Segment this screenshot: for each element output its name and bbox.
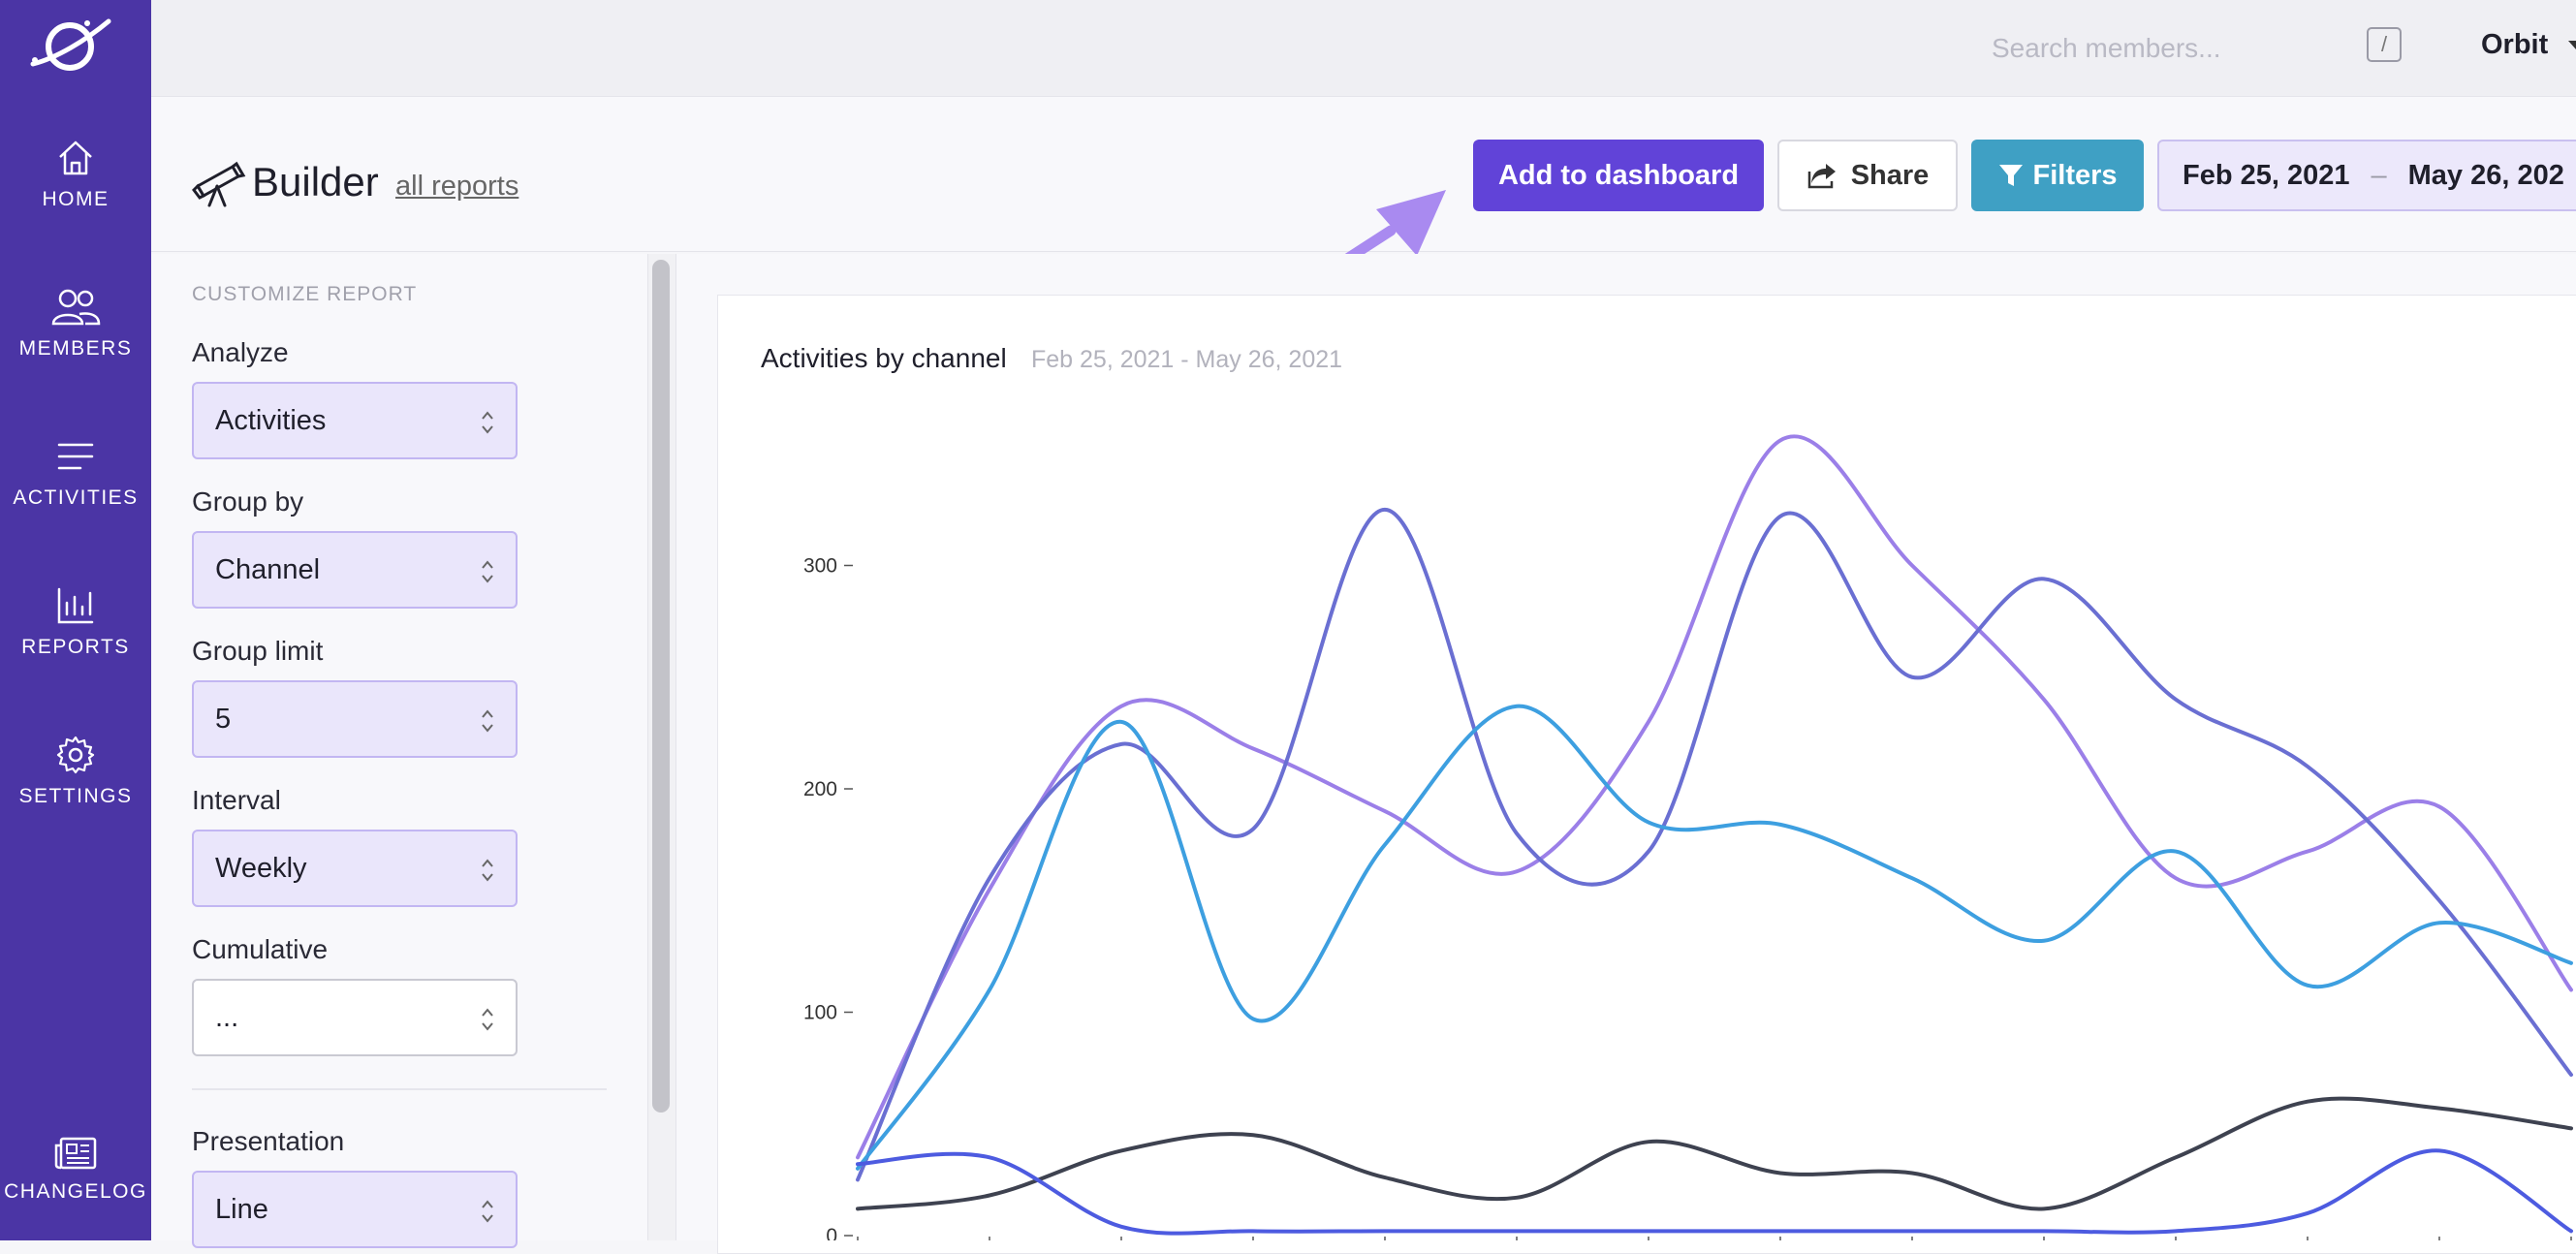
series-line-5[interactable] xyxy=(856,1148,2573,1236)
panel-divider xyxy=(192,1088,607,1090)
select-arrows-icon xyxy=(482,1008,493,1031)
search-shortcut-badge: / xyxy=(2367,27,2402,62)
filters-label: Filters xyxy=(2032,159,2118,191)
y-tick-label: 0 xyxy=(826,1225,837,1240)
nav-item-changelog[interactable]: CHANGELOG xyxy=(0,1136,151,1204)
interval-select[interactable]: Weekly xyxy=(192,830,518,907)
nav-item-members[interactable]: MEMBERS xyxy=(0,287,151,361)
nav-label: SETTINGS xyxy=(18,785,133,807)
nav-label: CHANGELOG xyxy=(4,1180,147,1203)
reports-icon xyxy=(57,587,94,624)
chart-subtitle: Feb 25, 2021 - May 26, 2021 xyxy=(1031,346,1343,373)
share-button[interactable]: Share xyxy=(1777,140,1958,211)
select-arrows-icon xyxy=(482,859,493,882)
group-by-select[interactable]: Channel xyxy=(192,531,518,609)
group-limit-select[interactable]: 5 xyxy=(192,680,518,758)
nav-item-settings[interactable]: SETTINGS xyxy=(0,735,151,808)
select-arrows-icon xyxy=(482,560,493,583)
cumulative-select[interactable]: ... xyxy=(192,979,518,1056)
nav-item-home[interactable]: HOME xyxy=(0,138,151,211)
group-by-value: Channel xyxy=(215,553,321,585)
interval-value: Weekly xyxy=(215,852,307,884)
cumulative-label: Cumulative xyxy=(192,934,329,964)
newspaper-icon xyxy=(54,1137,97,1170)
sidebar: HOME MEMBERS ACTIVITIES REPORTS SETTINGS xyxy=(0,0,151,1240)
nav-label: ACTIVITIES xyxy=(13,486,139,509)
series-line-1[interactable] xyxy=(856,434,2573,1160)
orbit-logo-icon[interactable] xyxy=(27,14,114,81)
analyze-label: Analyze xyxy=(192,337,289,367)
share-label: Share xyxy=(1850,159,1930,191)
all-reports-link[interactable]: all reports xyxy=(395,171,519,202)
share-icon xyxy=(1807,164,1836,189)
gear-icon xyxy=(56,736,95,774)
chart-card xyxy=(717,295,2576,1254)
group-by-label: Group by xyxy=(192,486,304,517)
line-chart: 0 100 200 300 xyxy=(803,434,2573,1240)
date-start: Feb 25, 2021 xyxy=(2183,159,2350,191)
group-limit-value: 5 xyxy=(215,703,232,735)
series-line-2[interactable] xyxy=(856,507,2573,1182)
group-limit-label: Group limit xyxy=(192,636,324,666)
series-line-4[interactable] xyxy=(856,1096,2573,1211)
series-line-3[interactable] xyxy=(856,704,2573,1171)
chevron-down-icon[interactable] xyxy=(2568,41,2576,49)
analyze-select[interactable]: Activities xyxy=(192,382,518,459)
chart-title: Activities by channel xyxy=(761,343,1007,373)
members-icon xyxy=(51,289,101,326)
telescope-icon xyxy=(192,161,246,207)
y-tick-label: 300 xyxy=(803,555,837,578)
select-arrows-icon xyxy=(482,709,493,733)
filters-button[interactable]: Filters xyxy=(1971,140,2144,211)
presentation-label: Presentation xyxy=(192,1126,345,1156)
nav-label: MEMBERS xyxy=(18,337,133,360)
date-separator: – xyxy=(2371,159,2387,191)
presentation-select[interactable]: Line xyxy=(192,1171,518,1248)
analyze-value: Activities xyxy=(215,404,327,436)
nav-label: HOME xyxy=(42,188,110,210)
page-title: Builder xyxy=(252,159,379,204)
add-to-dashboard-label: Add to dashboard xyxy=(1497,159,1740,191)
activities-icon xyxy=(57,443,94,470)
filter-icon xyxy=(1999,165,2024,186)
nav-item-activities[interactable]: ACTIVITIES xyxy=(0,436,151,510)
date-range-picker[interactable]: Feb 25, 2021 – May 26, 202 xyxy=(2157,140,2576,211)
section-label: CUSTOMIZE REPORT xyxy=(192,283,418,305)
nav-item-reports[interactable]: REPORTS xyxy=(0,585,151,659)
presentation-value: Line xyxy=(215,1193,268,1225)
nav-label: REPORTS xyxy=(21,636,130,658)
add-to-dashboard-button[interactable]: Add to dashboard xyxy=(1473,140,1764,211)
select-arrows-icon xyxy=(482,411,493,434)
panel-scrollbar-thumb[interactable] xyxy=(652,260,670,1113)
home-icon xyxy=(59,141,92,175)
date-end: May 26, 202 xyxy=(2407,159,2564,191)
y-tick-label: 200 xyxy=(803,778,837,800)
select-arrows-icon xyxy=(482,1200,493,1223)
interval-label: Interval xyxy=(192,785,281,815)
y-tick-label: 100 xyxy=(803,1002,837,1024)
workspace-switcher[interactable]: Orbit xyxy=(2481,29,2549,60)
cumulative-value: ... xyxy=(215,1001,239,1033)
search-input[interactable] xyxy=(1992,29,2282,68)
